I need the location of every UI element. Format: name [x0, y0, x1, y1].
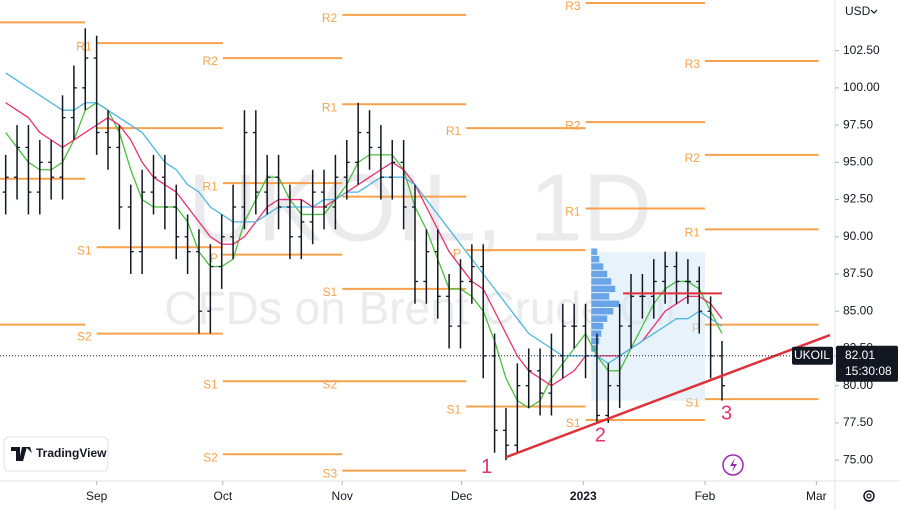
profile-bar [591, 300, 620, 308]
price-tag-countdown: 15:30:08 [845, 364, 892, 378]
profile-bar [591, 308, 614, 315]
y-tick-label: 100.00 [843, 80, 880, 94]
pivot-label: R2 [203, 54, 219, 68]
profile-bar [591, 270, 608, 278]
x-tick-label: 2023 [570, 489, 597, 503]
x-tick-label: Feb [695, 489, 716, 503]
pivot-label: S2 [203, 450, 218, 464]
profile-bar [591, 315, 608, 322]
profile-bar [591, 345, 598, 352]
logo[interactable]: TradingView [3, 436, 109, 472]
logo-text: TradingView [36, 446, 107, 460]
pivot-label: R1 [76, 39, 92, 53]
pivot-label: S3 [323, 467, 338, 481]
moving-average [5, 101, 723, 409]
pivot-label: S1 [323, 285, 338, 299]
price-tag-value: 82.01 [845, 348, 875, 362]
price-tag [836, 345, 898, 382]
pivot-label: S1 [566, 416, 581, 430]
profile-bar [591, 255, 600, 263]
wave-label: 1 [481, 456, 492, 478]
alert-icon[interactable] [722, 454, 744, 476]
watermark-name: CFDs on Brent Crude Oil [164, 282, 675, 334]
pivot-label: S2 [77, 330, 92, 344]
pivot-label: S1 [203, 377, 218, 391]
symbol-tag [792, 346, 833, 365]
gear-hub [866, 493, 872, 499]
x-tick-label: Oct [214, 489, 233, 503]
x-tick-label: Sep [86, 489, 108, 503]
gear [863, 490, 875, 502]
profile-bar [591, 285, 616, 293]
currency-selector[interactable]: USD [845, 4, 878, 18]
pivot-label: R1 [565, 205, 581, 219]
pivot-label: R3 [685, 57, 701, 71]
logo-box [3, 436, 109, 472]
y-tick-label: 87.50 [843, 266, 873, 280]
logo-mark [11, 447, 32, 461]
pivot-label: P [453, 246, 461, 260]
pivot-label: R1 [203, 179, 219, 193]
profile-box [591, 251, 705, 401]
y-tick-label: 102.50 [843, 43, 880, 57]
plot-area: UKOIL, 1D CFDs on Brent Crude Oil R1 S1 S2… [0, 0, 835, 481]
y-tick-label: 85.00 [843, 303, 873, 317]
pivot-label: R2 [565, 118, 581, 132]
x-tick-label: Nov [332, 489, 353, 503]
x-tick-label: Dec [451, 489, 472, 503]
pivot-label: R1 [446, 124, 462, 138]
pivot-label: R1 [322, 100, 338, 114]
x-tick-label: Mar [806, 489, 827, 503]
pivot-label: R1 [685, 226, 701, 240]
profile-bar [591, 263, 604, 270]
settings-button[interactable] [863, 490, 875, 502]
y-tick-label: 77.50 [843, 415, 873, 429]
pivot-label: P [210, 251, 218, 265]
pivot-label: S1 [77, 243, 92, 257]
chevron [870, 9, 878, 14]
profile-bar [591, 293, 610, 300]
pivot-label: S2 [323, 377, 338, 391]
y-tick-label: 90.00 [843, 229, 873, 243]
profile-bar [591, 248, 598, 255]
y-tick-label: 97.50 [843, 117, 873, 131]
profile-bar [591, 337, 600, 345]
pivot-label: S1 [446, 403, 461, 417]
y-tick-label: 92.50 [843, 192, 873, 206]
currency[interactable]: USD [845, 4, 871, 18]
profile-bar [591, 278, 612, 285]
moving-average [5, 72, 723, 365]
profile-bar [591, 322, 604, 330]
wave-label: 2 [595, 425, 606, 447]
pivot-label: R2 [685, 151, 701, 165]
symbol-tag-text: UKOIL [794, 348, 830, 362]
y-tick-label: 75.00 [843, 452, 873, 466]
wave-label: 3 [721, 402, 732, 424]
alert-bolt [730, 458, 737, 472]
trendline [505, 333, 831, 459]
watermark-symbol: UKOIL, 1D [188, 154, 652, 261]
pivot-label: R2 [322, 11, 338, 25]
pivot-label: R3 [565, 0, 581, 13]
y-tick-label: 95.00 [843, 154, 873, 168]
moving-average [5, 102, 723, 387]
